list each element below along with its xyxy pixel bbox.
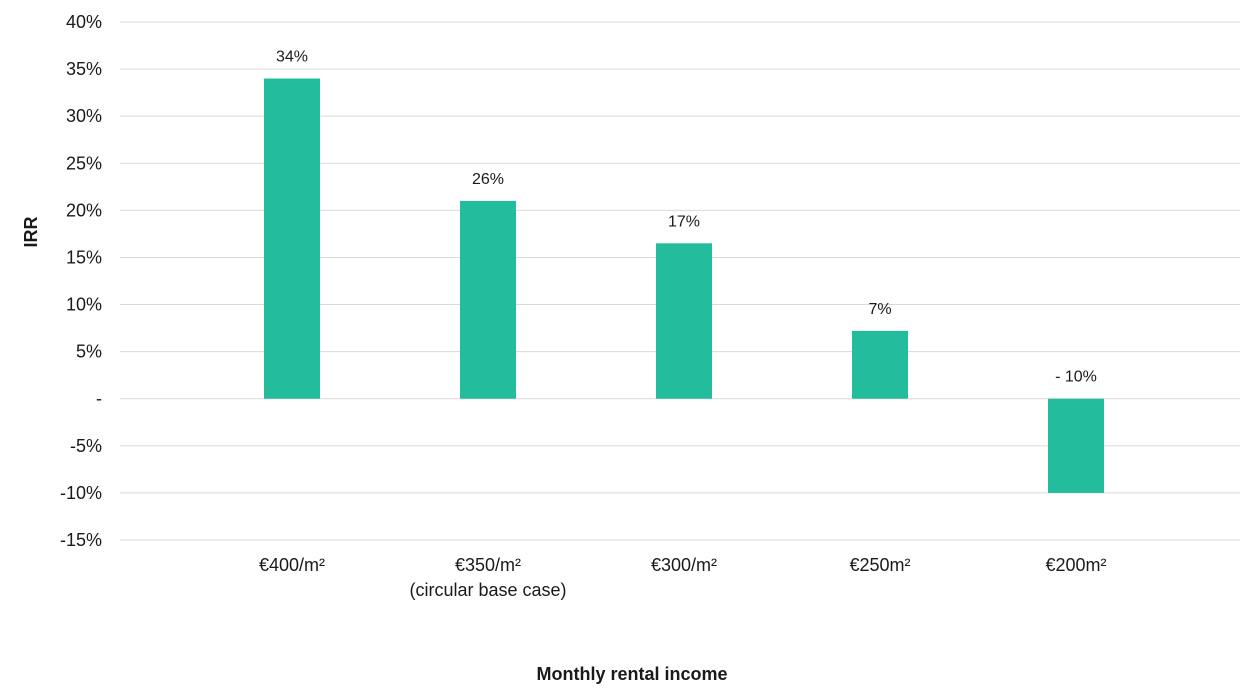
category-label: €400/m² [259,555,325,575]
bar [656,243,712,399]
data-label: 34% [276,49,308,66]
data-label: 17% [668,213,700,230]
y-tick-label: - [96,389,102,409]
category-label: €200m² [1045,555,1106,575]
y-tick-label: -10% [60,483,102,503]
y-tick-label: 20% [66,200,102,220]
category-labels: €400/m² €350/m² (circular base case) €300/m… [259,555,1107,600]
y-tick-label: 30% [66,106,102,126]
y-tick-label: -15% [60,530,102,550]
data-labels: 34% 26% 17% 7% - 10% [276,49,1097,386]
bar [852,330,908,399]
bar [264,78,320,399]
bars [264,78,1104,493]
y-tick-label: 35% [66,59,102,79]
x-axis-label: Monthly rental income [536,664,727,684]
y-tick-label: -5% [70,436,102,456]
category-label: €350/m² [455,555,521,575]
category-label: (circular base case) [409,580,566,600]
category-label: €250m² [849,555,910,575]
y-tick-label: 5% [76,342,102,362]
bar [1048,398,1104,493]
y-tick-labels: 40% 35% 30% 25% 20% 15% 10% 5% - -5% -10% -15% [60,12,102,550]
y-axis-label: IRR [21,217,41,248]
category-label: €300/m² [651,555,717,575]
y-tick-label: 40% [66,12,102,32]
y-tick-label: 15% [66,247,102,267]
data-label: 7% [868,301,891,318]
data-label: 26% [472,171,504,188]
y-tick-label: 25% [66,153,102,173]
bar [460,200,516,399]
y-tick-label: 10% [66,295,102,315]
data-label: - 10% [1055,369,1097,386]
